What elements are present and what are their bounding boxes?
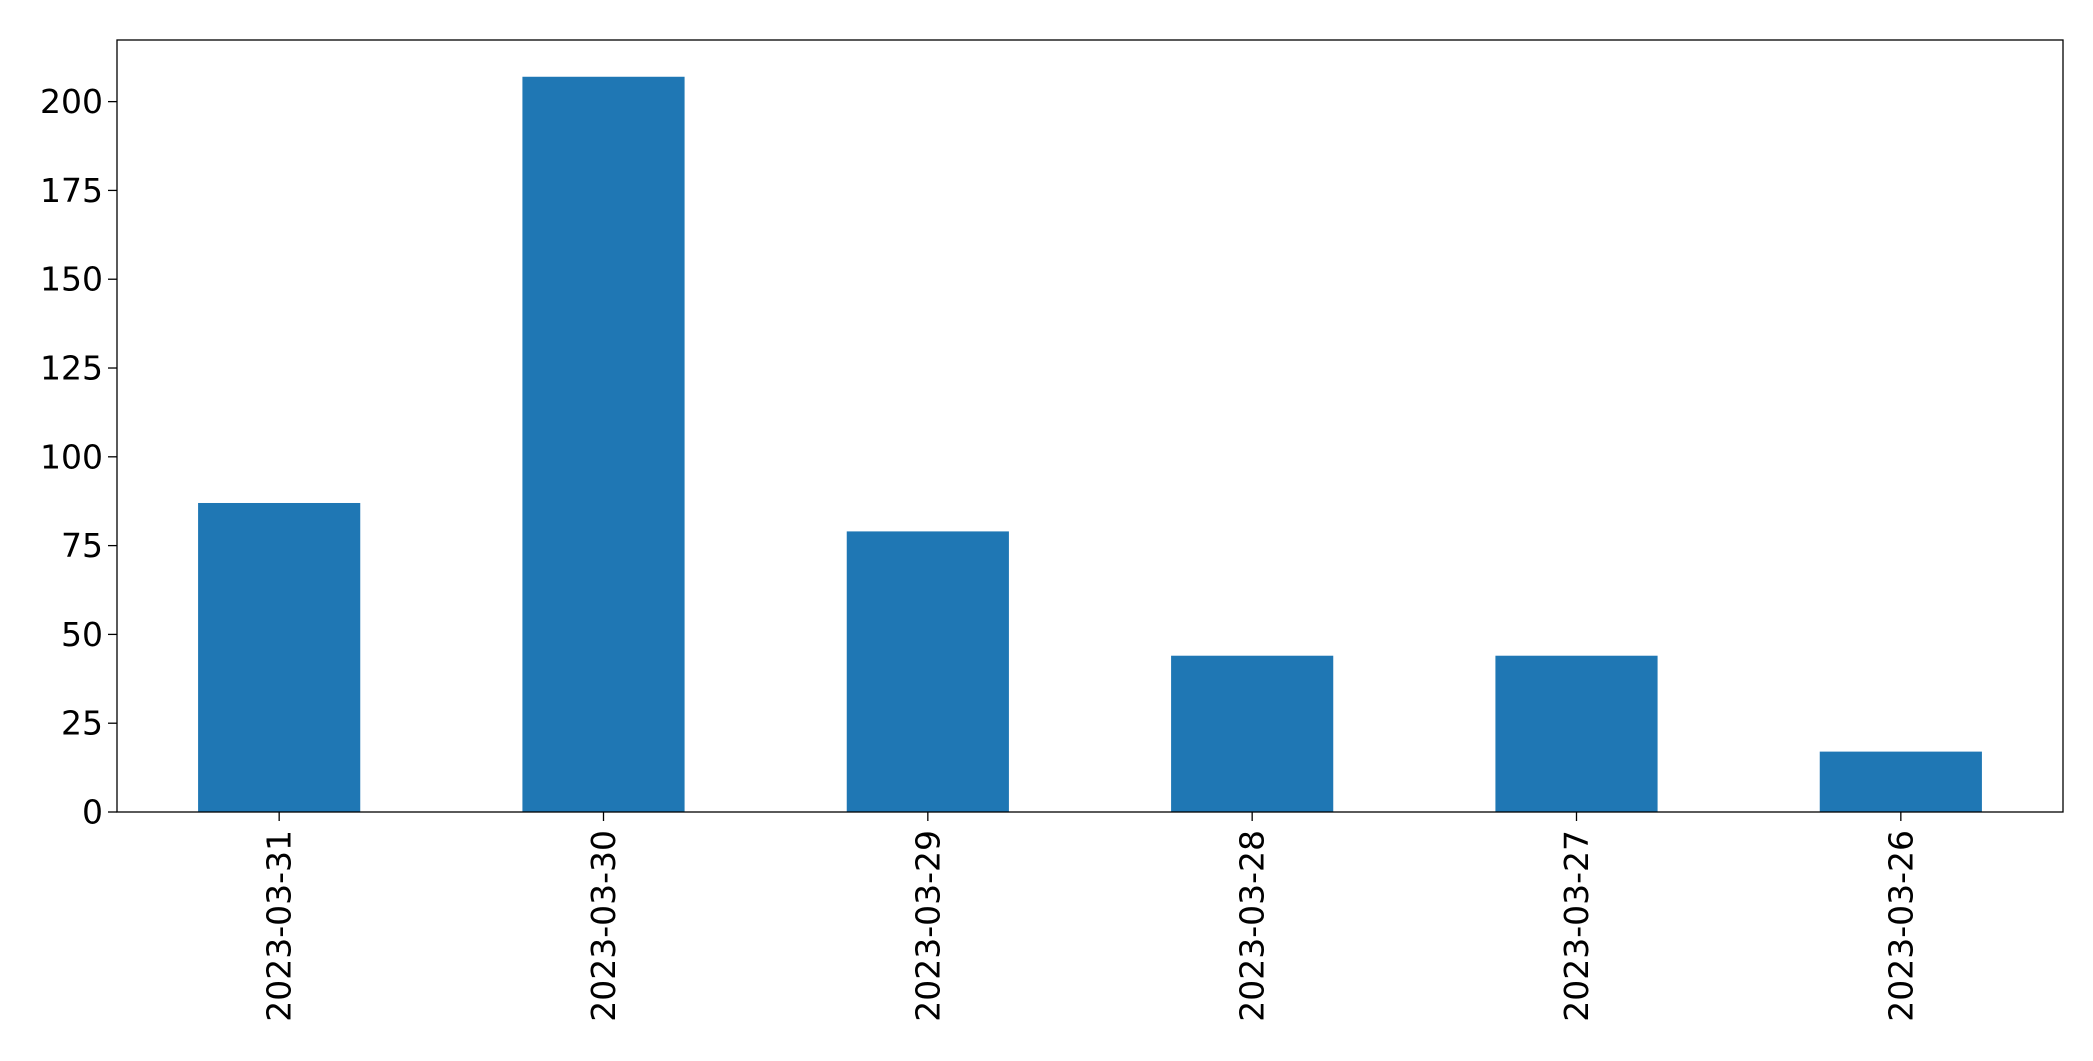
y-tick-label: 200 (40, 82, 103, 121)
y-tick-label: 150 (40, 260, 103, 299)
y-tick-label: 125 (40, 349, 103, 388)
x-tick-label: 2023-03-27 (1557, 830, 1596, 1022)
bar-2023-03-27 (1495, 655, 1658, 812)
y-tick-label: 75 (61, 526, 103, 565)
x-tick-label: 2023-03-30 (584, 830, 623, 1022)
y-tick-label: 175 (40, 171, 103, 210)
plot-frame (116, 39, 2064, 813)
x-tick-label: 2023-03-29 (908, 830, 947, 1022)
y-tick-label: 100 (40, 437, 103, 476)
y-axis: 0 25 50 75 100 125 150 175 200 (40, 82, 117, 832)
bar-2023-03-28 (1171, 655, 1334, 812)
x-tick-label: 2023-03-26 (1881, 830, 1920, 1022)
bar-2023-03-26 (1819, 751, 1982, 812)
y-tick-label: 25 (61, 704, 103, 743)
x-tick-label: 2023-03-31 (260, 830, 299, 1022)
bars-group (198, 76, 1982, 812)
bar-2023-03-30 (522, 76, 685, 812)
y-tick-label: 50 (61, 615, 103, 654)
x-axis: 2023-03-31 2023-03-30 2023-03-29 2023-03-28… (260, 812, 1920, 1022)
bar-2023-03-31 (198, 502, 361, 812)
bar-2023-03-29 (846, 531, 1009, 812)
x-tick-label: 2023-03-28 (1233, 830, 1272, 1022)
y-tick-label: 0 (82, 793, 103, 832)
